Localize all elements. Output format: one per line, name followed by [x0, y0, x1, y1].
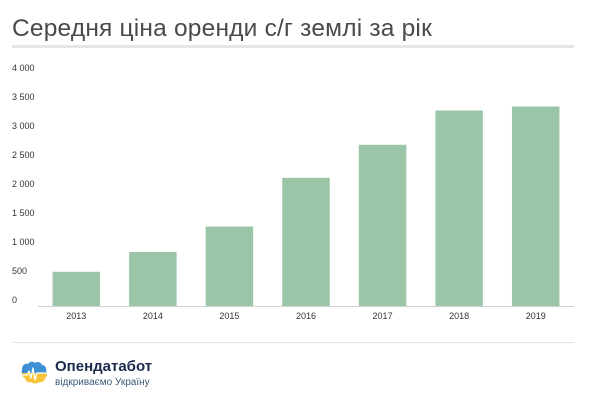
bar-2013	[52, 271, 101, 306]
y-tick-label: 2 500	[12, 150, 35, 160]
y-tick-label: 4 000	[12, 63, 35, 73]
footer-divider	[12, 342, 574, 343]
brand-name: Опендатабот	[55, 358, 153, 375]
x-tick-label: 2015	[219, 311, 239, 321]
x-tick-label: 2019	[526, 311, 546, 321]
bars	[52, 106, 560, 306]
x-tick-label: 2013	[66, 311, 86, 321]
y-tick-label: 0	[12, 295, 17, 305]
y-tick-label: 1 500	[12, 208, 35, 218]
y-axis: 0 500 1 000 1 500 2 000 2 500 3 000 3 500 4 000	[12, 63, 35, 305]
y-tick-label: 3 500	[12, 92, 35, 102]
bar-2017	[358, 144, 407, 306]
x-tick-label: 2017	[373, 311, 393, 321]
bar-2015	[205, 226, 254, 306]
x-tick-label: 2016	[296, 311, 316, 321]
y-tick-label: 500	[12, 266, 27, 276]
y-tick-label: 1 000	[12, 237, 35, 247]
bar-2014	[129, 252, 177, 306]
y-tick-label: 3 000	[12, 121, 35, 131]
x-axis: 2013 2014 2015 2016 2017 2018 2019	[38, 306, 574, 321]
x-tick-label: 2014	[143, 311, 163, 321]
bar-2018	[435, 110, 483, 306]
chart-title: Середня ціна оренди с/г землі за рік	[12, 15, 432, 42]
x-tick-label: 2018	[449, 311, 469, 321]
y-tick-label: 2 000	[12, 179, 35, 189]
brand-tagline: відкриваємо Україну	[55, 377, 150, 388]
bar-2016	[282, 177, 330, 306]
ukraine-map-icon	[21, 361, 48, 384]
title-divider	[12, 45, 574, 48]
bar-2019	[511, 106, 560, 306]
